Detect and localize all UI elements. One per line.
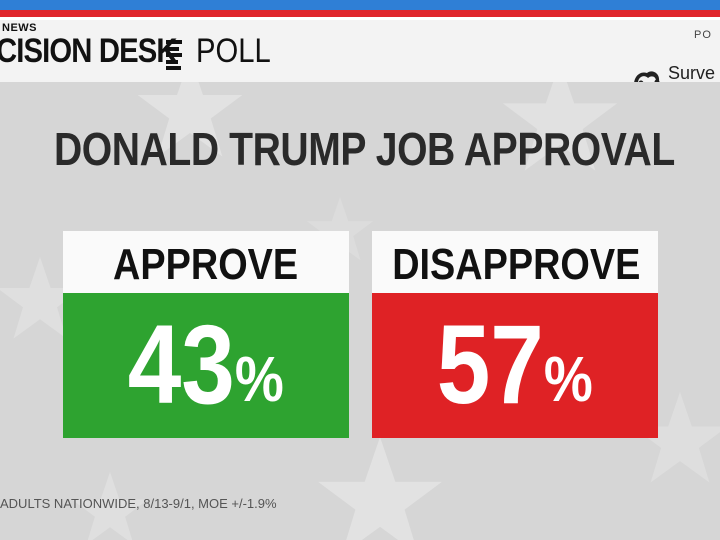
poll-footnote: ADULTS NATIONWIDE, 8/13-9/1, MOE +/-1.9% [0, 496, 277, 511]
disapprove-card: DISAPPROVE 57% [372, 231, 658, 438]
decision-desk-bars-icon [166, 40, 186, 74]
poll-title: DONALD TRUMP JOB APPROVAL [54, 123, 675, 175]
approve-label: APPROVE [63, 231, 349, 293]
brand-news-label: NEWS [2, 22, 37, 34]
disapprove-label: DISAPPROVE [372, 231, 658, 293]
approve-card: APPROVE 43% [63, 231, 349, 438]
brand-decision-desk: CISION DESK [0, 32, 178, 70]
approve-value-panel: 43% [63, 293, 349, 438]
approve-percent-sign: % [235, 343, 285, 415]
disapprove-percentage: 57 [436, 302, 545, 427]
top-stripe-white [0, 17, 720, 20]
approve-percentage: 43 [127, 302, 236, 427]
top-stripe-blue [0, 0, 720, 10]
disapprove-percent-sign: % [544, 343, 594, 415]
partner-name: Surve [668, 63, 716, 83]
top-stripe-red [0, 10, 720, 17]
header-banner: NEWS CISION DESK POLL PO Surve [0, 20, 720, 86]
powered-by-label: PO [694, 29, 712, 41]
disapprove-value-panel: 57% [372, 293, 658, 438]
brand-poll-label: POLL [196, 32, 271, 70]
